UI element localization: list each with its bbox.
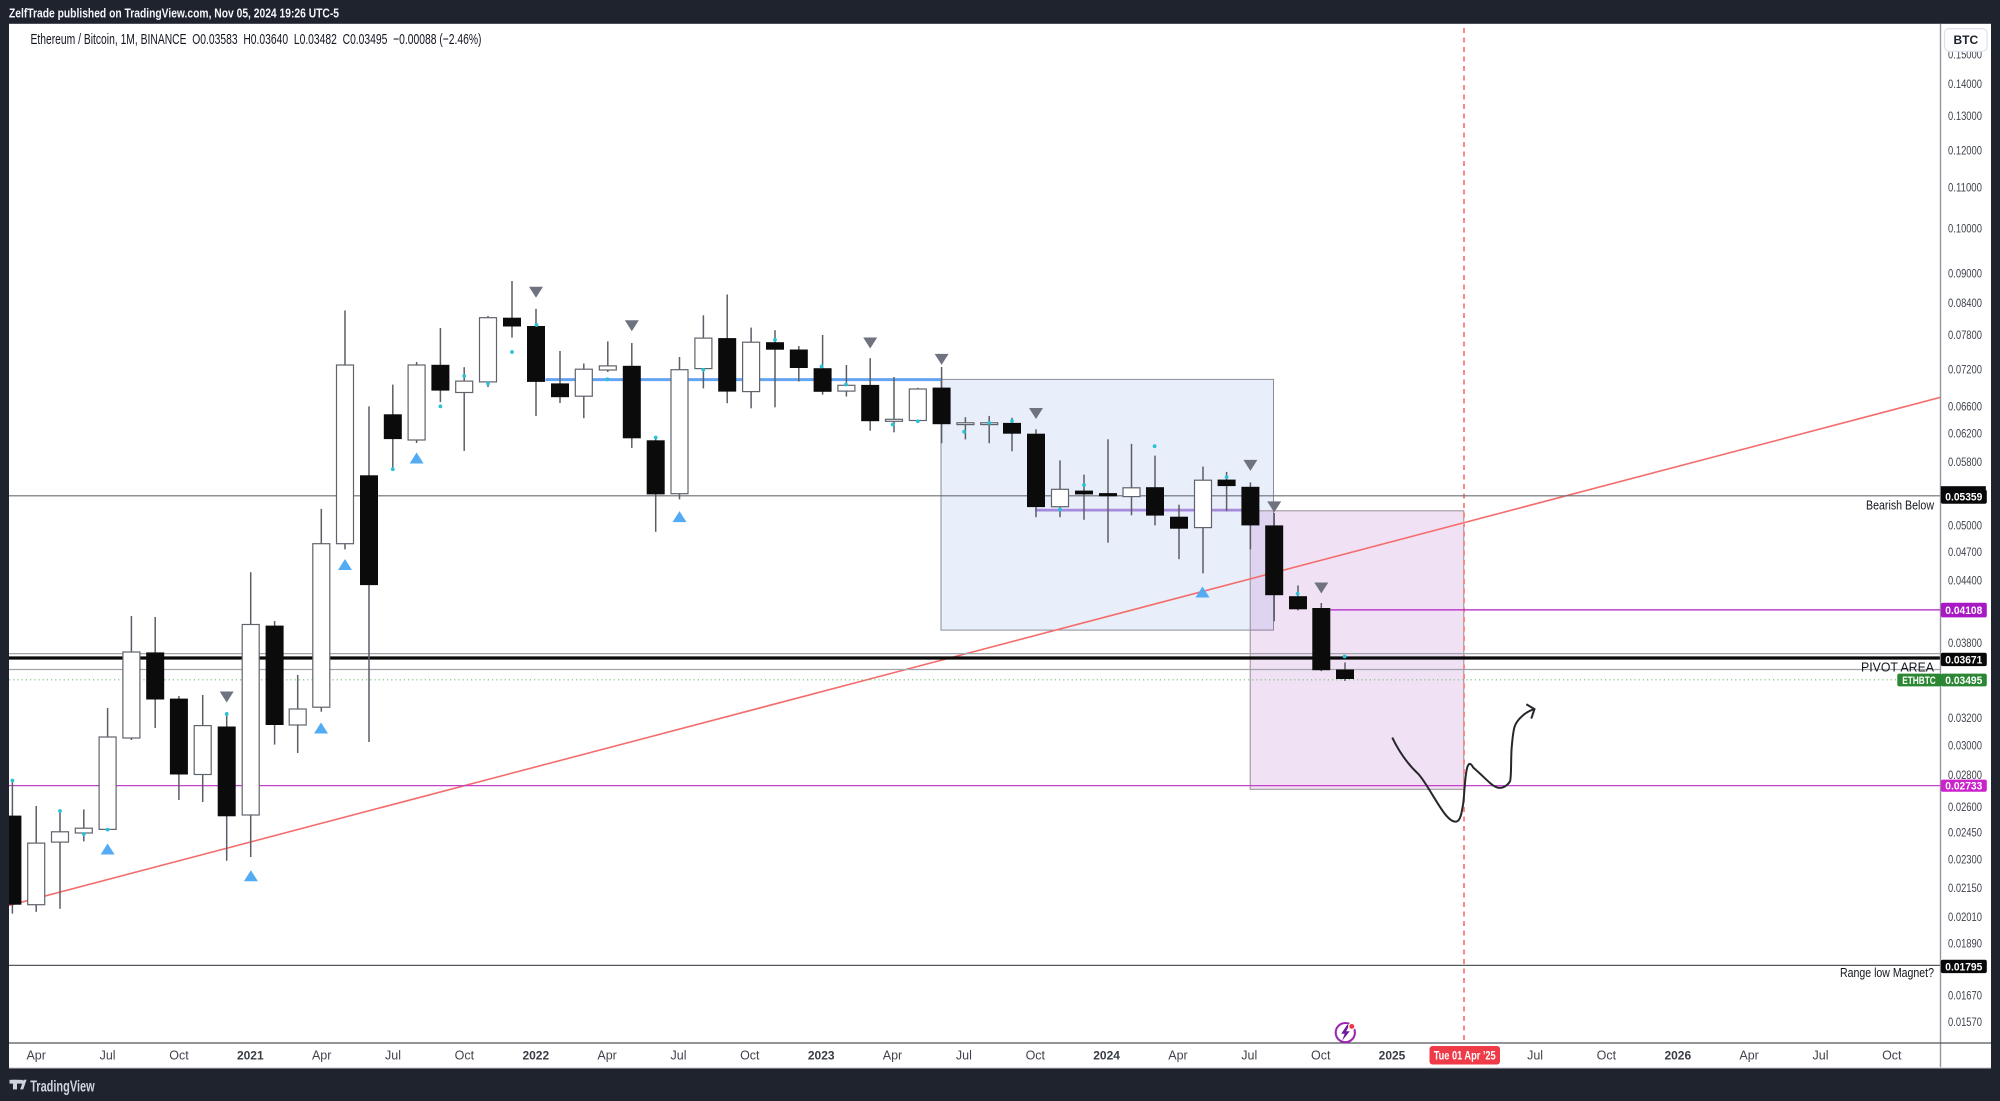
svg-text:Apr: Apr	[597, 1049, 616, 1063]
svg-text:Oct: Oct	[1597, 1049, 1617, 1063]
svg-text:0.07200: 0.07200	[1948, 362, 1982, 376]
svg-text:2025: 2025	[1379, 1049, 1406, 1063]
svg-text:0.14000: 0.14000	[1948, 77, 1982, 91]
svg-text:Apr: Apr	[1168, 1049, 1187, 1063]
svg-text:Jul: Jul	[1527, 1049, 1543, 1063]
svg-text:0.02733: 0.02733	[1945, 781, 1982, 793]
svg-text:0.03495: 0.03495	[1945, 675, 1982, 687]
svg-text:Jul: Jul	[385, 1049, 401, 1063]
svg-text:BTC: BTC	[1953, 33, 1978, 47]
svg-text:0.01890: 0.01890	[1948, 937, 1982, 951]
svg-text:Jul: Jul	[1241, 1049, 1257, 1063]
svg-text:Oct: Oct	[740, 1049, 760, 1063]
svg-text:0.05800: 0.05800	[1948, 455, 1982, 469]
svg-text:0.01670: 0.01670	[1948, 989, 1982, 1003]
svg-text:0.09000: 0.09000	[1948, 267, 1982, 281]
svg-text:0.02150: 0.02150	[1948, 881, 1982, 895]
svg-text:0.02450: 0.02450	[1948, 825, 1982, 839]
svg-text:0.03671: 0.03671	[1945, 654, 1982, 666]
svg-text:0.06600: 0.06600	[1948, 400, 1982, 414]
svg-text:Jul: Jul	[100, 1049, 116, 1063]
svg-text:Tue 01 Apr ’25: Tue 01 Apr ’25	[1434, 1050, 1496, 1062]
svg-text:ETHBTC: ETHBTC	[1902, 675, 1936, 687]
svg-text:0.02010: 0.02010	[1948, 910, 1982, 924]
svg-text:Bearish Below: Bearish Below	[1866, 499, 1935, 513]
svg-text:0.07800: 0.07800	[1948, 328, 1982, 342]
svg-text:TradingView: TradingView	[30, 1079, 95, 1096]
svg-text:0.13000: 0.13000	[1948, 109, 1982, 123]
svg-text:Oct: Oct	[455, 1049, 475, 1063]
svg-text:2024: 2024	[1093, 1049, 1120, 1063]
svg-text:0.04108: 0.04108	[1945, 605, 1982, 617]
svg-text:Jul: Jul	[671, 1049, 687, 1063]
svg-text:Apr: Apr	[1739, 1049, 1758, 1063]
svg-text:0.04700: 0.04700	[1948, 545, 1982, 559]
svg-text:2021: 2021	[237, 1049, 264, 1063]
svg-text:2022: 2022	[522, 1049, 549, 1063]
svg-text:Oct: Oct	[1311, 1049, 1331, 1063]
svg-text:0.04400: 0.04400	[1948, 573, 1982, 587]
svg-text:Oct: Oct	[1882, 1049, 1902, 1063]
svg-text:0.01795: 0.01795	[1945, 961, 1982, 973]
svg-text:Range low Magnet?: Range low Magnet?	[1840, 966, 1934, 980]
svg-text:0.12000: 0.12000	[1948, 143, 1982, 157]
svg-text:Apr: Apr	[883, 1049, 902, 1063]
svg-text:0.03200: 0.03200	[1948, 711, 1982, 725]
svg-text:0.10000: 0.10000	[1948, 222, 1982, 236]
svg-text:0.06200: 0.06200	[1948, 427, 1982, 441]
svg-text:0.08400: 0.08400	[1948, 296, 1982, 310]
svg-text:0.05000: 0.05000	[1948, 519, 1982, 533]
svg-text:Oct: Oct	[1026, 1049, 1046, 1063]
svg-text:0.11000: 0.11000	[1948, 181, 1982, 195]
svg-text:0.02600: 0.02600	[1948, 800, 1982, 814]
svg-text:0.03800: 0.03800	[1948, 636, 1982, 650]
svg-text:0.02300: 0.02300	[1948, 852, 1982, 866]
svg-text:2023: 2023	[808, 1049, 835, 1063]
svg-text:Jul: Jul	[956, 1049, 972, 1063]
svg-text:Jul: Jul	[1813, 1049, 1829, 1063]
svg-text:0.03000: 0.03000	[1948, 738, 1982, 752]
svg-text:0.01570: 0.01570	[1948, 1015, 1982, 1029]
svg-text:PIVOT AREA: PIVOT AREA	[1861, 660, 1934, 675]
svg-text:Oct: Oct	[169, 1049, 189, 1063]
svg-text:Apr: Apr	[312, 1049, 331, 1063]
svg-text:Apr: Apr	[26, 1049, 45, 1063]
svg-text:ZelfTrade published on Trading: ZelfTrade published on TradingView.com, …	[9, 7, 339, 21]
svg-text:0.05359: 0.05359	[1945, 492, 1982, 504]
svg-text:0.02800: 0.02800	[1948, 768, 1982, 782]
svg-text:2026: 2026	[1664, 1049, 1691, 1063]
svg-text:Ethereum / Bitcoin, 1M, BINANC: Ethereum / Bitcoin, 1M, BINANCE O0.03583…	[31, 31, 482, 48]
